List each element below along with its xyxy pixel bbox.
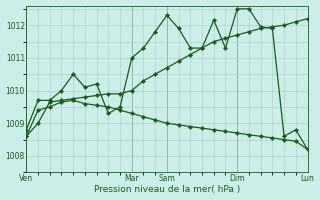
X-axis label: Pression niveau de la mer( hPa ): Pression niveau de la mer( hPa ) [94, 185, 240, 194]
